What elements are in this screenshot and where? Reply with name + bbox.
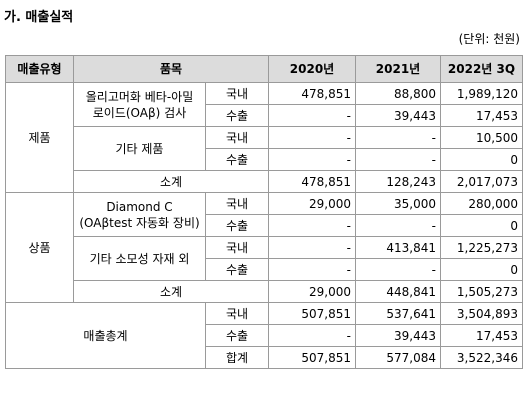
table-cell: 합계	[205, 346, 269, 369]
table-cell: 수출	[205, 214, 269, 237]
cell-line: 매출총계	[83, 328, 128, 343]
table-row: 소계 478,851 128,243 2,017,073	[6, 170, 523, 193]
table-cell: 29,000	[268, 192, 356, 215]
cell-line: (OAβtest 자동화 장비)	[79, 215, 200, 230]
table-cell: -	[268, 126, 356, 149]
cell-line: 로이드(OAβ) 검사	[92, 105, 187, 120]
table-cell: 1,225,273	[440, 236, 523, 259]
header-cell: 2020년	[268, 55, 356, 83]
table-cell: 29,000	[268, 280, 356, 303]
unit-note: (단위: 천원)	[458, 32, 520, 46]
table-cell: 537,641	[355, 302, 441, 325]
header-cell: 2021년	[355, 55, 441, 83]
table-cell: 17,453	[440, 324, 523, 347]
cell-line: 제품	[28, 130, 51, 145]
cell-line: 기타 제품	[115, 141, 164, 156]
table-row: 매출총계 국내 507,851 537,641 3,504,893	[5, 302, 523, 369]
table-cell: -	[355, 214, 441, 237]
table-cell: 국내	[205, 236, 269, 259]
table-cell: 39,443	[355, 104, 441, 127]
table-cell: 수출	[205, 104, 269, 127]
table-cell: 소계	[73, 170, 269, 193]
header-row: 매출유형 품목 2020년 2021년 2022년 3Q	[5, 55, 523, 83]
table-cell: 1,989,120	[440, 82, 523, 105]
table-cell: 39,443	[355, 324, 441, 347]
table-cell: -	[268, 148, 356, 171]
table-cell: 3,504,893	[440, 302, 523, 325]
cell-line: 상품	[28, 240, 51, 255]
table-cell: 448,841	[355, 280, 441, 303]
header-cell: 2022년 3Q	[440, 55, 523, 83]
table-cell: -	[268, 258, 356, 281]
cell-line: 올리고머화 베타-아밀	[85, 89, 194, 104]
table-cell: -	[268, 236, 356, 259]
table-cell: 507,851	[268, 302, 356, 325]
table-cell: 국내	[205, 192, 269, 215]
table-cell: 35,000	[355, 192, 441, 215]
table-row: 소계 29,000 448,841 1,505,273	[6, 280, 523, 303]
table-cell: 제품	[5, 82, 74, 193]
section-title: 가. 매출실적	[4, 10, 74, 25]
table-cell: -	[268, 324, 356, 347]
table-body: 매출유형 품목 2020년 2021년 2022년 3Q 제품 올리고머화 베타-…	[5, 55, 523, 369]
table-cell: 413,841	[355, 236, 441, 259]
cell-line: Diamond C	[106, 199, 173, 214]
table-row: 제품 올리고머화 베타-아밀 로이드(OAβ) 검사 국내 478,851 88,800 1…	[5, 82, 523, 193]
table-cell: 기타 제품	[73, 126, 206, 171]
cell-line: 기타 소모성 자재 외	[89, 251, 190, 266]
table-cell: 올리고머화 베타-아밀 로이드(OAβ) 검사	[73, 82, 206, 127]
table-cell: 수출	[205, 258, 269, 281]
table-row: 수출 - -0	[6, 258, 523, 281]
table-cell: Diamond C (OAβtest 자동화 장비)	[73, 192, 206, 237]
table-row: 기타 소모성 자재 외 국내 -413,841 1,225,273	[6, 236, 523, 281]
table-row: 합계 507,851 577,084 3,522,346	[6, 346, 523, 369]
table-cell: 280,000	[440, 192, 523, 215]
table-cell: -	[355, 148, 441, 171]
table-cell: 수출	[205, 324, 269, 347]
table-row: 기타 제품 국내 - -10,500	[6, 126, 523, 171]
table-cell: 10,500	[440, 126, 523, 149]
table-cell: 478,851	[268, 82, 356, 105]
table-cell: 상품	[5, 192, 74, 303]
table-cell: 0	[440, 258, 523, 281]
table-cell: 1,505,273	[440, 280, 523, 303]
table-row: 상품 Diamond C (OAβtest 자동화 장비) 국내 29,000 35,00…	[5, 192, 523, 303]
table-cell: 기타 소모성 자재 외	[73, 236, 206, 281]
header-cell: 매출유형	[5, 55, 74, 83]
table-cell: 수출	[205, 148, 269, 171]
table-cell: 0	[440, 148, 523, 171]
table-cell: 국내	[205, 82, 269, 105]
table-cell: 0	[440, 214, 523, 237]
table-cell: -	[355, 258, 441, 281]
sales-table: 매출유형 품목 2020년 2021년 2022년 3Q 제품 올리고머화 베타-…	[5, 55, 523, 369]
table-cell: 17,453	[440, 104, 523, 127]
table-cell: 88,800	[355, 82, 441, 105]
table-cell: 478,851	[268, 170, 356, 193]
table-cell: 국내	[205, 302, 269, 325]
header-cell: 품목	[73, 55, 269, 83]
table-cell: 2,017,073	[440, 170, 523, 193]
table-cell: 577,084	[355, 346, 441, 369]
table-cell: 3,522,346	[440, 346, 523, 369]
table-cell: 매출총계	[5, 302, 206, 369]
table-cell: -	[355, 126, 441, 149]
table-cell: 국내	[205, 126, 269, 149]
table-cell: -	[268, 104, 356, 127]
table-cell: 507,851	[268, 346, 356, 369]
table-cell: 소계	[73, 280, 269, 303]
table-cell: 128,243	[355, 170, 441, 193]
table-cell: -	[268, 214, 356, 237]
